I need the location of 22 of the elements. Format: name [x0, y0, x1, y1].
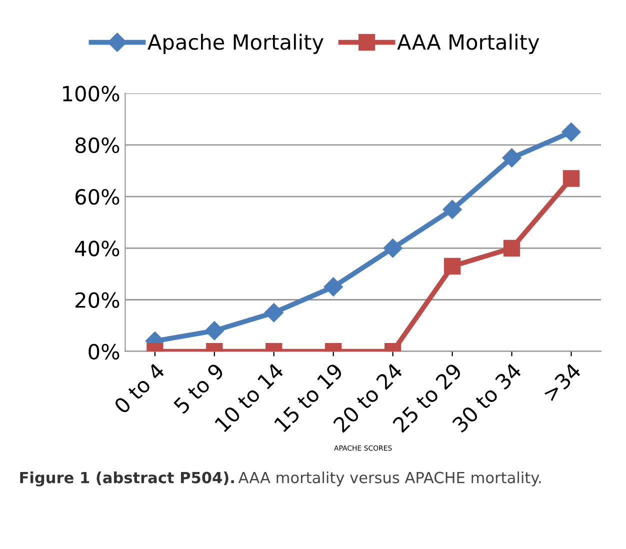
point: [562, 170, 580, 187]
caption: Figure 1 (abstract P504).: [20, 472, 234, 486]
text: AAA mortality versus APACHE mortality.: [238, 472, 541, 486]
point: [442, 200, 462, 219]
point: [503, 240, 520, 256]
x-tick-label: 0 to 4: [113, 362, 166, 414]
point: [264, 303, 284, 322]
point: [562, 122, 581, 142]
y-tick-label: 0%: [88, 344, 120, 360]
legend-label: Apache Mortality: [148, 34, 324, 54]
y-tick-label: 40%: [75, 240, 120, 256]
point: [204, 321, 224, 340]
y-tick-label: 60%: [75, 188, 120, 205]
legend-label: AAA Mortality: [397, 34, 540, 54]
x-tick-label: 5 to 9: [172, 362, 225, 414]
y-tick-label: 80%: [75, 137, 120, 154]
point: [324, 277, 343, 296]
point: [502, 148, 522, 168]
point: [444, 258, 461, 275]
y-tick-label: 100%: [63, 86, 120, 102]
point: [383, 238, 402, 258]
y-tick-label: 20%: [76, 292, 120, 308]
